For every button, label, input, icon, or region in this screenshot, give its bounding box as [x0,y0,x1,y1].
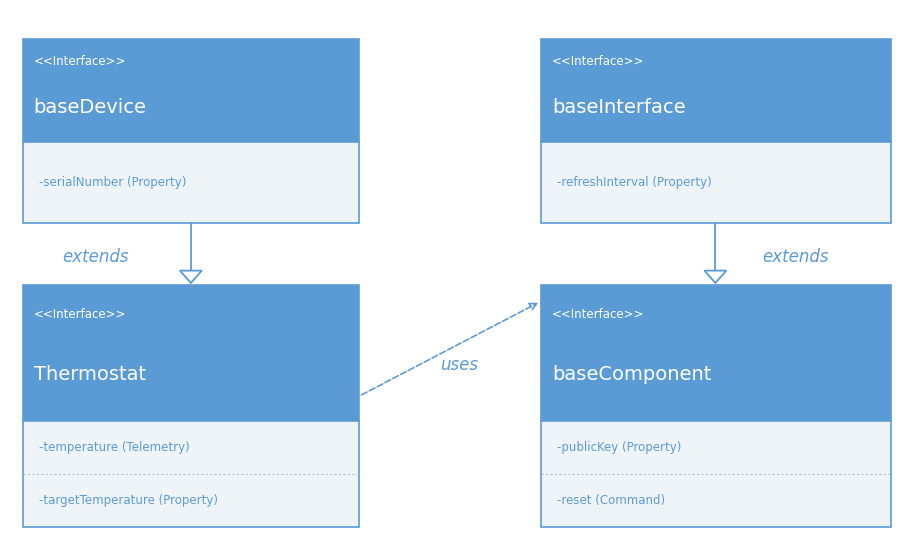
Text: extends: extends [62,248,129,266]
Bar [23,142,359,223]
Bar [541,39,891,142]
Text: uses: uses [440,357,478,374]
Bar [541,421,891,527]
Text: -targetTemperature (Property): -targetTemperature (Property) [39,494,218,507]
Text: -temperature (Telemetry): -temperature (Telemetry) [39,441,190,454]
Text: <<Interface>>: <<Interface>> [34,55,126,68]
Text: <<Interface>>: <<Interface>> [552,55,644,68]
Polygon shape [704,271,726,283]
Text: baseInterface: baseInterface [552,98,685,117]
Bar [23,285,359,421]
Bar [23,421,359,527]
Text: baseDevice: baseDevice [34,98,146,117]
Text: -serialNumber (Property): -serialNumber (Property) [39,176,186,189]
Text: baseComponent: baseComponent [552,365,711,384]
Text: extends: extends [762,248,829,266]
Polygon shape [180,271,202,283]
Text: <<Interface>>: <<Interface>> [552,308,644,321]
Text: <<Interface>>: <<Interface>> [34,308,126,321]
Text: Thermostat: Thermostat [34,365,145,384]
Text: -publicKey (Property): -publicKey (Property) [557,441,682,454]
Bar [541,142,891,223]
Text: -reset (Command): -reset (Command) [557,494,665,507]
Bar [23,39,359,142]
Text: -refreshInterval (Property): -refreshInterval (Property) [557,176,712,189]
Bar [541,285,891,421]
